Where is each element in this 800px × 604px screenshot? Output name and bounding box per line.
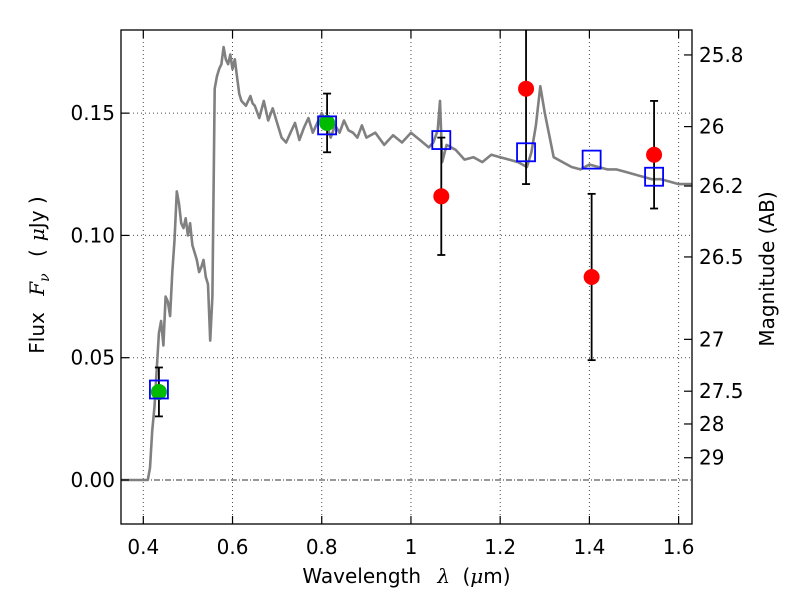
y-tick-label: 0.15 [70, 101, 115, 125]
model-photometry-box [149, 379, 169, 400]
x-tick-label: 1.6 [663, 535, 695, 559]
red-data-point [583, 269, 600, 285]
y-axis-label-unit-open: ( [25, 249, 49, 257]
red-data-point [518, 80, 535, 97]
magnitude-tick-label: 25.8 [699, 43, 744, 67]
x-tick-label: 0.8 [306, 535, 338, 559]
tick-layer: 0.4 0.6 0.8 1 1.2 1.4 1.6 0.00 0.05 0.10 0.15 25.8 2… [70, 30, 744, 559]
x-axis-label-unit-open: ( [462, 564, 470, 588]
model-photometry-box [317, 115, 337, 136]
model-photometry-box [516, 142, 536, 163]
x-tick-label: 1 [405, 535, 418, 559]
error-bar-layer [154, 30, 659, 418]
grid-layer [121, 30, 692, 524]
red-data-point [433, 188, 450, 205]
x-axis-label-unit-rest: m) [483, 564, 510, 588]
magnitude-tick-label: 26 [699, 115, 724, 139]
y-axis-label-subscript: ν [37, 273, 53, 282]
magnitude-tick-label: 27.5 [699, 379, 744, 403]
right-axis-label: Magnitude (AB) [755, 191, 779, 346]
x-tick-label: 1.2 [484, 535, 516, 559]
x-tick-label: 0.6 [217, 535, 249, 559]
x-axis-label-prefix: Wavelength [302, 564, 421, 588]
point-layer [150, 80, 663, 400]
y-axis-label-unit-mu: μ [25, 228, 49, 241]
y-axis-label: Flux Fν ( μJy ) [25, 196, 54, 353]
x-axis-label: Wavelength λ (μm) [302, 564, 510, 588]
x-tick-label: 0.4 [127, 535, 159, 559]
green-data-point [150, 383, 167, 400]
y-axis-label-symbol: F [25, 281, 49, 297]
magnitude-tick-label: 28 [699, 412, 724, 436]
magnitude-tick-label: 27 [699, 327, 724, 351]
model-sed-line [121, 45, 692, 482]
y-axis-label-unit-rest: Jy ) [25, 196, 49, 230]
model-photometry-box [431, 130, 452, 150]
magnitude-tick-label: 26.5 [699, 245, 744, 269]
model-photometry-box [644, 166, 664, 187]
y-axis-label-prefix: Flux [25, 312, 49, 354]
magnitude-tick-label: 26.2 [699, 174, 744, 198]
magnitude-tick-label: 29 [699, 446, 724, 470]
x-tick-label: 1.4 [573, 535, 605, 559]
y-tick-label: 0.10 [70, 223, 115, 247]
y-tick-label: 0.05 [70, 346, 115, 370]
green-data-point [319, 114, 336, 131]
model-layer [121, 45, 692, 482]
model-photometry-box [581, 149, 602, 170]
y-tick-label: 0.00 [70, 468, 115, 492]
red-data-point [646, 146, 663, 163]
x-axis-label-unit-mu: μ [470, 564, 483, 588]
model-box-layer [149, 115, 664, 400]
x-axis-label-symbol: λ [436, 564, 450, 588]
plot-frame [120, 29, 693, 525]
